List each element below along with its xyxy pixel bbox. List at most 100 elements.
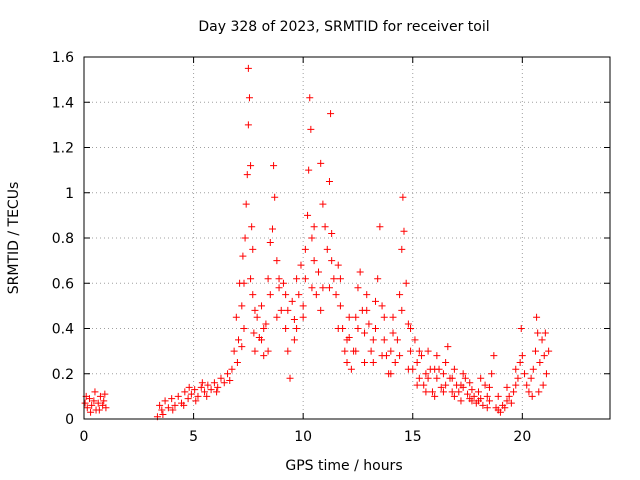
data-point-marker bbox=[249, 245, 257, 253]
data-point-marker bbox=[327, 110, 335, 118]
data-point-marker bbox=[354, 325, 362, 332]
data-point-marker bbox=[204, 381, 212, 389]
data-point-marker bbox=[413, 358, 421, 366]
data-point-marker bbox=[466, 379, 474, 387]
data-point-marker bbox=[217, 374, 225, 382]
data-point-marker bbox=[479, 401, 487, 409]
data-point-marker bbox=[455, 388, 463, 396]
data-point-marker bbox=[514, 374, 522, 382]
x-tick-label: 15 bbox=[404, 429, 422, 445]
data-point-marker bbox=[343, 358, 351, 366]
data-point-marker bbox=[253, 313, 261, 321]
data-point-marker bbox=[247, 275, 255, 283]
data-point-marker bbox=[475, 397, 482, 405]
data-point-marker bbox=[258, 302, 266, 310]
data-point-marker bbox=[503, 383, 511, 391]
data-point-marker bbox=[264, 347, 272, 355]
data-point-marker bbox=[525, 388, 533, 396]
data-point-marker bbox=[527, 374, 535, 382]
data-point-marker bbox=[102, 404, 110, 412]
data-point-marker bbox=[477, 374, 485, 382]
data-point-marker bbox=[295, 291, 303, 299]
data-point-marker bbox=[164, 404, 172, 412]
data-point-marker bbox=[424, 347, 432, 355]
data-point-marker bbox=[181, 388, 189, 396]
y-axis-label: SRMTID / TECUs bbox=[6, 182, 22, 295]
data-point-marker bbox=[439, 388, 447, 396]
data-point-marker bbox=[251, 306, 259, 314]
data-point-marker bbox=[244, 64, 252, 72]
data-point-marker bbox=[325, 284, 333, 292]
data-point-marker bbox=[369, 358, 377, 366]
data-point-marker bbox=[317, 306, 325, 314]
data-point-marker bbox=[308, 234, 316, 242]
data-point-marker bbox=[496, 408, 504, 416]
data-point-marker bbox=[505, 392, 513, 400]
y-tick-label: 1.4 bbox=[52, 95, 74, 111]
data-point-marker bbox=[483, 392, 491, 400]
data-point-marker bbox=[437, 383, 445, 391]
data-point-marker bbox=[418, 352, 426, 360]
data-point-marker bbox=[431, 392, 439, 400]
data-point-marker bbox=[235, 336, 243, 344]
data-point-marker bbox=[517, 325, 525, 332]
data-point-marker bbox=[187, 390, 195, 398]
data-point-marker bbox=[411, 336, 419, 344]
data-point-marker bbox=[461, 374, 469, 382]
data-point-marker bbox=[363, 306, 371, 314]
data-point-marker bbox=[535, 388, 543, 396]
data-point-marker bbox=[448, 374, 456, 382]
data-point-marker bbox=[545, 347, 553, 355]
data-point-marker bbox=[220, 379, 228, 387]
data-point-marker bbox=[396, 352, 404, 360]
data-point-marker bbox=[475, 388, 482, 396]
data-point-marker bbox=[459, 370, 467, 378]
data-point-marker bbox=[240, 325, 248, 332]
data-point-marker bbox=[336, 275, 344, 283]
data-point-marker bbox=[310, 223, 318, 231]
data-point-marker bbox=[334, 325, 342, 332]
data-point-marker bbox=[542, 370, 550, 378]
data-point-marker bbox=[224, 370, 232, 378]
data-point-marker bbox=[512, 365, 520, 373]
data-point-marker bbox=[203, 392, 211, 400]
data-point-marker bbox=[481, 381, 489, 389]
data-point-marker bbox=[277, 306, 285, 314]
data-point-marker bbox=[464, 390, 472, 398]
data-point-marker bbox=[536, 358, 544, 366]
data-point-marker bbox=[439, 370, 447, 378]
data-points bbox=[81, 64, 553, 421]
data-point-marker bbox=[241, 234, 249, 242]
data-point-marker bbox=[197, 383, 205, 391]
data-point-marker bbox=[307, 125, 315, 133]
data-point-marker bbox=[282, 325, 290, 332]
axis-ticks: 0 5 10 15 20 0 0.2 0.4 0.6 0.8 1 1.2 1.4 1.6 bbox=[52, 50, 610, 445]
data-point-marker bbox=[494, 392, 502, 400]
data-point-marker bbox=[286, 374, 294, 382]
y-tick-label: 1.2 bbox=[52, 141, 74, 157]
data-point-marker bbox=[488, 370, 496, 378]
data-point-marker bbox=[185, 383, 193, 391]
data-point-marker bbox=[266, 239, 274, 247]
data-point-marker bbox=[468, 397, 476, 405]
data-point-marker bbox=[510, 388, 518, 396]
chart-title: Day 328 of 2023, SRMTID for receiver toi… bbox=[198, 19, 489, 35]
data-point-marker bbox=[407, 347, 415, 355]
data-point-marker bbox=[523, 381, 531, 389]
data-point-marker bbox=[413, 381, 421, 389]
data-point-marker bbox=[275, 284, 283, 292]
data-point-marker bbox=[90, 397, 98, 405]
data-point-marker bbox=[248, 223, 256, 231]
data-point-marker bbox=[361, 329, 369, 337]
data-point-marker bbox=[243, 171, 251, 179]
data-point-marker bbox=[282, 291, 290, 299]
data-point-marker bbox=[503, 397, 511, 405]
y-tick-label: 0.6 bbox=[52, 276, 74, 292]
data-point-marker bbox=[415, 374, 423, 382]
data-point-marker bbox=[308, 284, 316, 292]
data-point-marker bbox=[485, 383, 493, 391]
data-point-marker bbox=[501, 404, 509, 412]
data-point-marker bbox=[268, 225, 276, 233]
data-point-marker bbox=[521, 370, 529, 378]
data-point-marker bbox=[306, 94, 314, 102]
